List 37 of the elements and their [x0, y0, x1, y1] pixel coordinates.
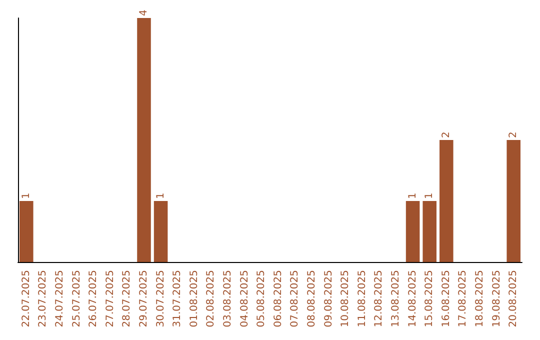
x-tick-label: 24.07.2025: [54, 270, 66, 328]
x-tick-label: 08.08.2025: [306, 270, 318, 328]
x-tick-label: 22.07.2025: [20, 270, 32, 328]
x-tick-label: 25.07.2025: [71, 270, 82, 328]
x-tick-label: 26.07.2025: [88, 270, 100, 328]
data-label: 1: [20, 192, 32, 199]
x-tick-label: 06.08.2025: [272, 270, 284, 328]
x-tick-label: 17.08.2025: [458, 270, 469, 328]
x-tick-label: 20.08.2025: [508, 270, 520, 328]
x-tick-label: 18.08.2025: [474, 270, 486, 328]
x-tick-label: 16.08.2025: [440, 270, 452, 328]
x-tick-label: 02.08.2025: [206, 270, 217, 328]
x-tick-label: 27.07.2025: [104, 270, 116, 328]
data-label: 2: [508, 132, 520, 138]
x-tick-label: 12.08.2025: [374, 270, 385, 328]
x-tick-label: 07.08.2025: [290, 270, 301, 328]
data-label: 2: [440, 132, 452, 138]
x-tick-label: 28.07.2025: [122, 270, 133, 328]
x-tick-label: 04.08.2025: [239, 270, 250, 328]
data-label: 1: [155, 192, 166, 199]
x-tick-label: 30.07.2025: [155, 270, 166, 328]
x-tick-label: 23.07.2025: [38, 270, 49, 328]
x-tick-label: 19.08.2025: [491, 270, 502, 328]
x-tick-label: 14.08.2025: [407, 270, 418, 328]
x-tick-label: 10.08.2025: [340, 270, 352, 328]
data-label: 1: [424, 192, 436, 199]
x-tick-label: 15.08.2025: [424, 270, 436, 328]
data-label: 1: [407, 192, 418, 199]
x-tick-label: 03.08.2025: [222, 270, 234, 328]
x-tick-label: 29.07.2025: [138, 270, 150, 328]
x-tick-label: 05.08.2025: [256, 270, 268, 328]
x-tick-label: 13.08.2025: [390, 270, 402, 328]
x-tick-label: 11.08.2025: [356, 270, 368, 328]
x-tick-label: 09.08.2025: [323, 270, 334, 328]
x-tick-label: 31.07.2025: [172, 270, 184, 328]
x-tick-label: 01.08.2025: [188, 270, 200, 328]
data-label: 4: [138, 10, 150, 16]
